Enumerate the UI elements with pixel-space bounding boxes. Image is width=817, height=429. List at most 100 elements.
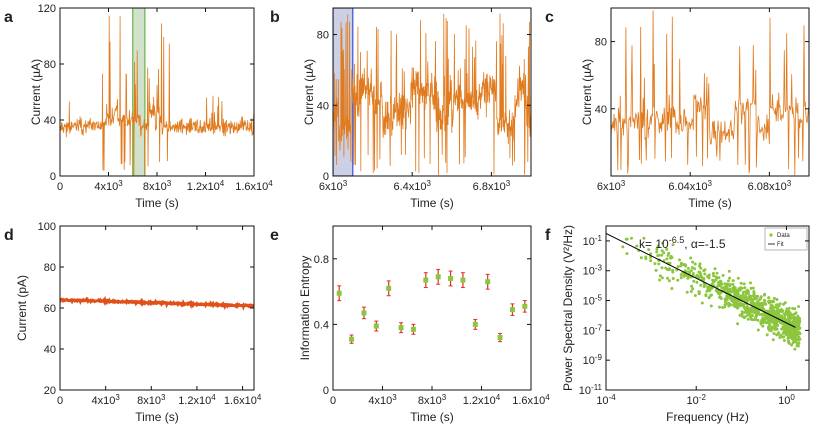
panel-label: a: [4, 9, 13, 26]
panel-c: 6x103 6.04x103 6.08x103 40 80 Time (s) Current…: [545, 7, 810, 210]
data-point: [723, 303, 727, 307]
data-point: [792, 316, 796, 320]
x-axis-label: Frequency (Hz): [666, 410, 749, 424]
legend-data-marker: [769, 233, 773, 237]
data-point: [784, 327, 788, 331]
data-point: [660, 276, 664, 280]
y-axis-label: Current (pA): [15, 275, 29, 341]
data-point: [761, 321, 765, 325]
data-point: [448, 275, 454, 281]
data-point: [760, 312, 764, 316]
y-tick-label: 0: [323, 171, 329, 183]
legend: Data Fit: [764, 227, 808, 251]
data-point: [753, 318, 757, 321]
data-point: [689, 256, 693, 260]
y-tick-label: 80: [595, 37, 607, 49]
data-point: [743, 307, 747, 311]
data-point: [485, 279, 491, 285]
axes-frame: [610, 7, 810, 177]
x-tick-label: 6.08x103: [748, 179, 792, 193]
data-point: [743, 295, 747, 299]
y-tick-label: 0.4: [314, 319, 329, 331]
data-point: [793, 340, 797, 344]
data-point: [736, 322, 740, 326]
data-point: [796, 314, 800, 318]
data-point: [794, 311, 798, 315]
plot-area-f: [606, 233, 802, 351]
x-tick-label: 6.04x103: [668, 179, 712, 193]
data-point: [700, 301, 704, 305]
x-tick-label: 10-4: [596, 393, 616, 407]
data-point: [386, 285, 392, 291]
data-point: [774, 319, 778, 322]
data-point: [785, 307, 789, 311]
data-point: [716, 281, 720, 285]
data-point: [509, 307, 515, 313]
data-point: [797, 320, 801, 324]
data-point: [736, 306, 740, 310]
x-tick-label: 8x103: [143, 179, 172, 193]
data-point: [752, 295, 756, 299]
data-point: [765, 333, 769, 337]
data-point: [716, 284, 720, 287]
data-point: [624, 237, 628, 241]
plot-area-b: [333, 8, 531, 176]
fit-line: [606, 233, 796, 328]
data-point: [782, 335, 786, 339]
data-point: [763, 317, 767, 321]
series-line: [611, 10, 809, 176]
y-axis-label: Current (µA): [580, 59, 594, 125]
data-point: [733, 286, 737, 290]
data-point: [336, 290, 342, 296]
data-point: [630, 236, 633, 240]
data-point: [349, 336, 355, 342]
data-point: [693, 262, 697, 266]
data-point: [644, 257, 648, 261]
data-point: [723, 300, 727, 304]
data-point: [460, 277, 466, 283]
data-point: [746, 313, 750, 317]
data-point: [735, 290, 739, 294]
data-point: [642, 236, 646, 240]
data-point: [791, 334, 795, 338]
data-point: [743, 286, 747, 290]
data-point: [671, 243, 675, 247]
data-point: [671, 268, 675, 272]
data-point: [703, 272, 707, 276]
data-point: [697, 290, 701, 294]
axes-frame: [332, 225, 532, 391]
data-point: [784, 309, 788, 313]
data-point: [711, 278, 715, 282]
x-tick-label: 0: [57, 395, 63, 407]
data-point: [767, 296, 771, 300]
y-tick-label: 10-3: [583, 264, 603, 278]
plot-area-d: [60, 295, 254, 311]
data-point: [689, 269, 693, 272]
data-point: [699, 266, 703, 270]
data-point: [797, 331, 801, 335]
data-point: [719, 296, 723, 300]
data-point: [767, 301, 771, 305]
data-point: [691, 272, 695, 275]
data-point: [782, 312, 786, 316]
data-point: [782, 339, 786, 342]
data-point: [739, 294, 743, 298]
data-point: [700, 275, 704, 279]
data-point: [795, 327, 799, 331]
data-point: [655, 250, 659, 254]
data-point: [726, 295, 730, 298]
data-point: [693, 294, 697, 297]
data-point: [713, 267, 717, 271]
data-point: [789, 330, 793, 334]
data-point: [689, 290, 693, 293]
data-point: [750, 299, 754, 303]
data-point: [685, 290, 689, 294]
x-tick-label: 8x103: [137, 393, 166, 407]
data-point: [752, 290, 756, 294]
data-point: [777, 331, 781, 335]
data-point: [768, 327, 772, 331]
y-tick-label: 40: [595, 104, 607, 116]
data-point: [771, 326, 775, 330]
y-axis-label: Information Entropy: [298, 256, 312, 361]
data-point: [747, 309, 751, 313]
